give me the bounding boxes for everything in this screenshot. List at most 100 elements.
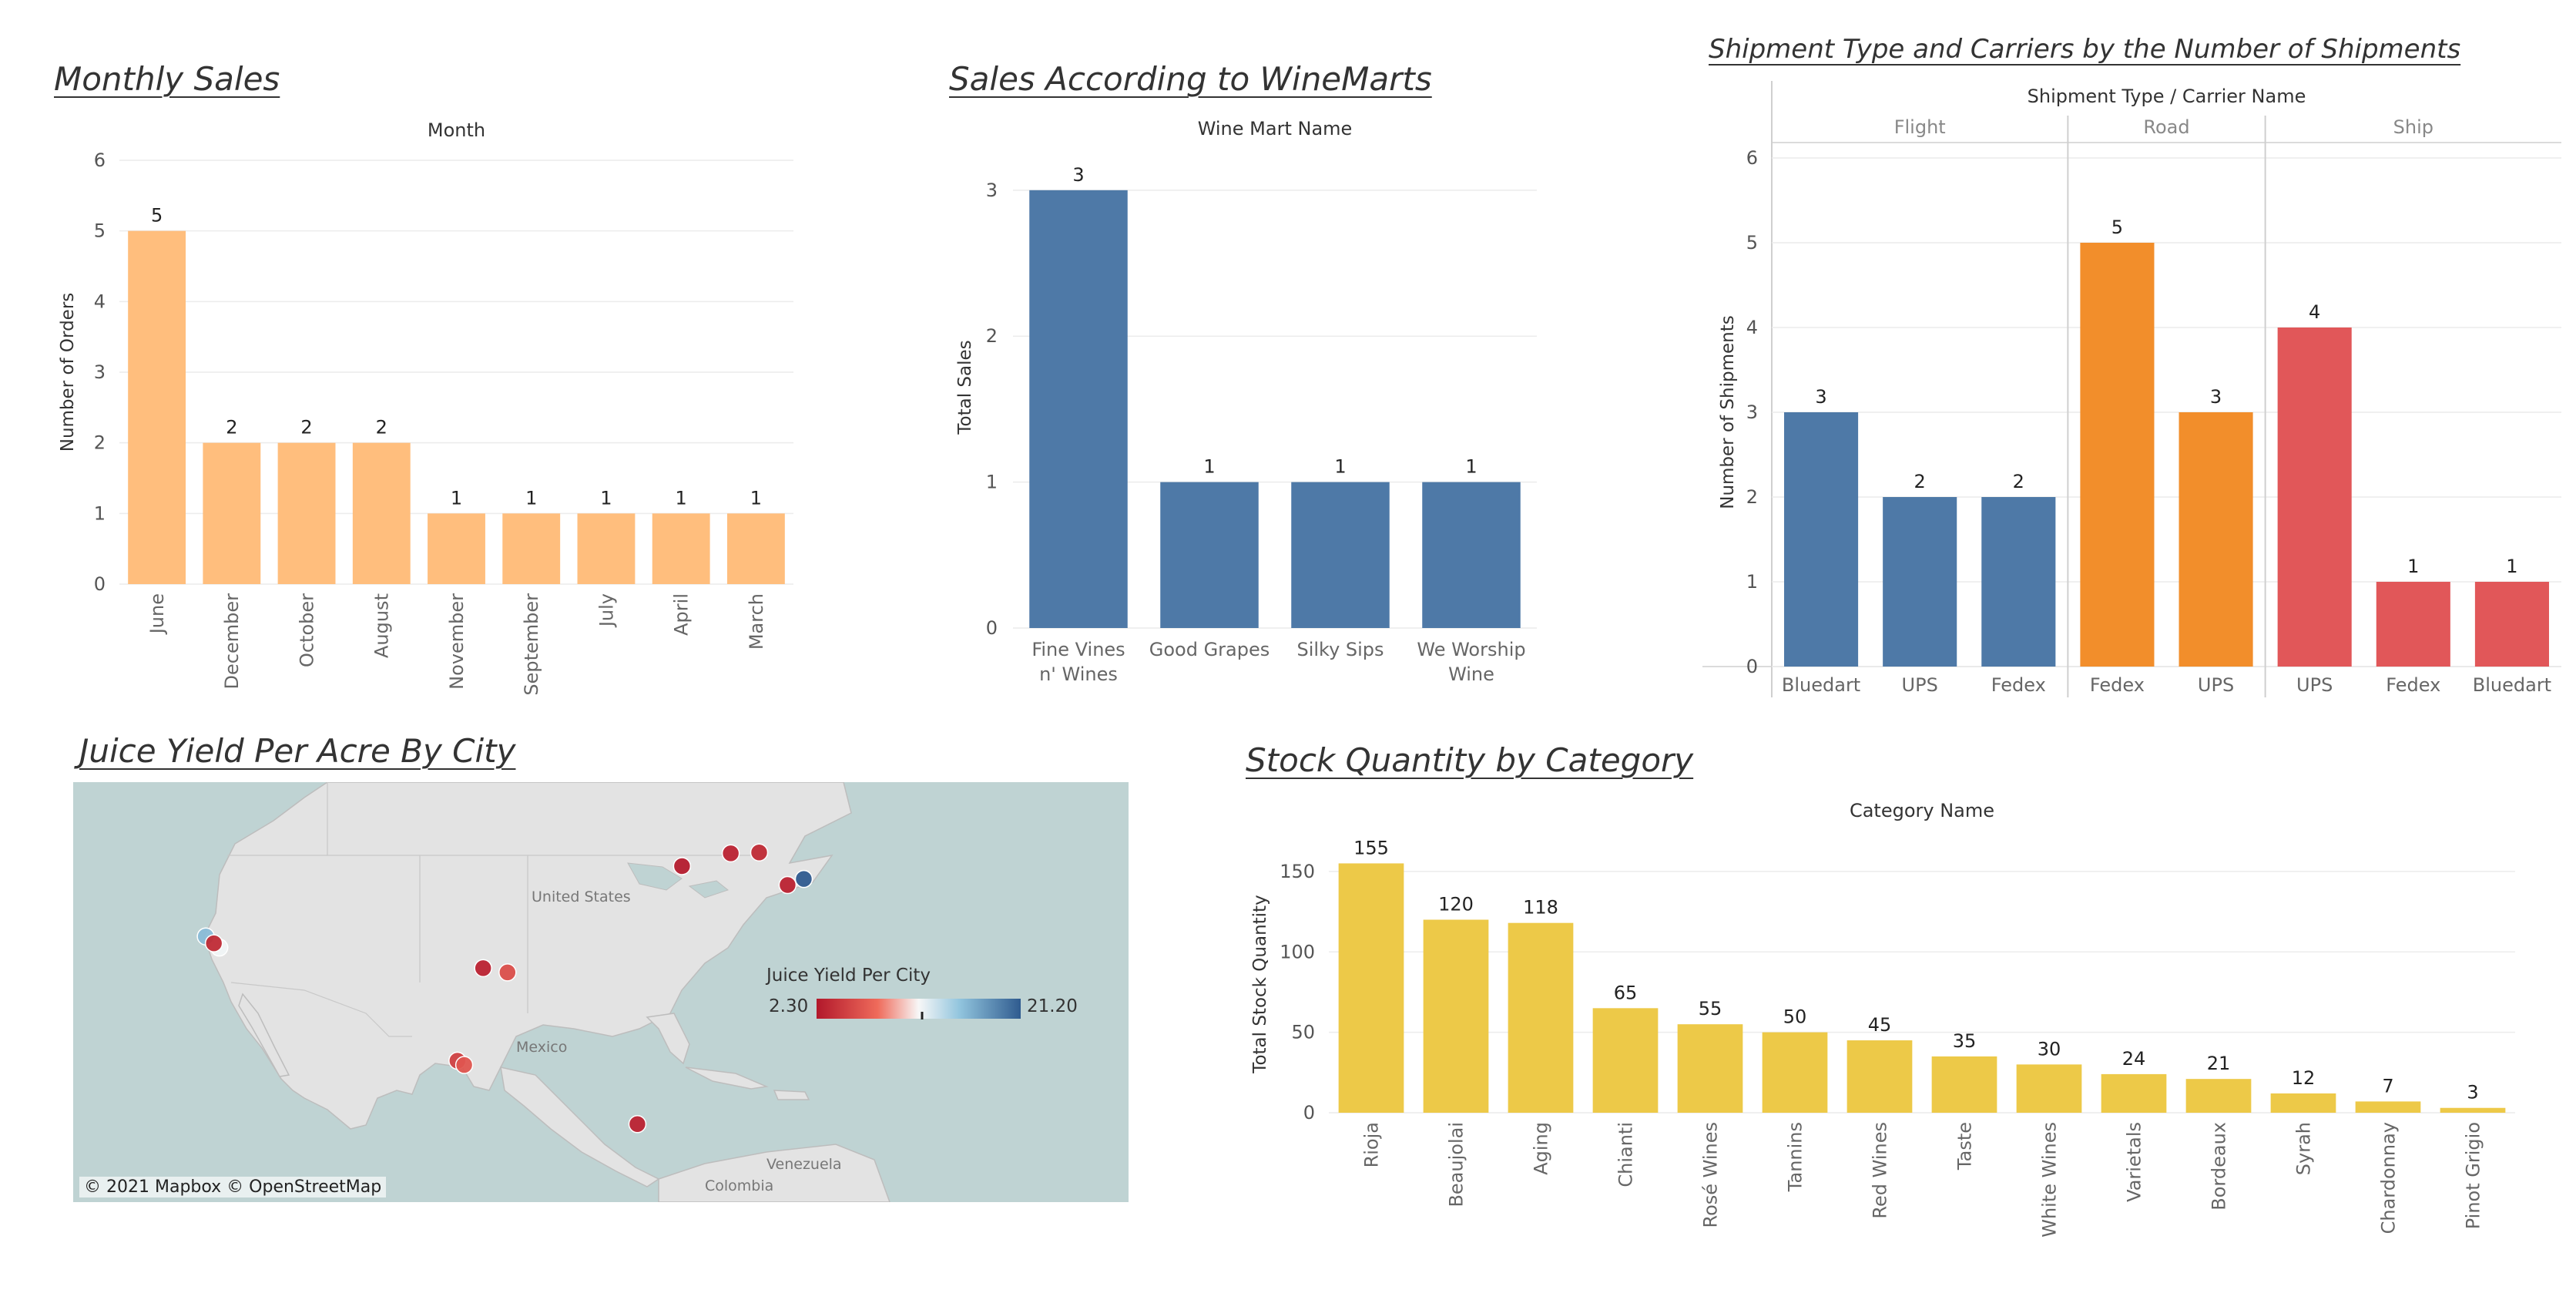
x-tick-label: Red Wines (1869, 1122, 1890, 1219)
city-point[interactable] (628, 1115, 647, 1134)
city-point[interactable] (673, 857, 692, 875)
x-tick-label: August (371, 593, 393, 658)
group-header: Road (2143, 116, 2189, 138)
bar[interactable] (1677, 1024, 1743, 1113)
city-point[interactable] (721, 844, 740, 863)
map-canvas: United States Mexico Venezuela Colombia … (196, 782, 1078, 1202)
winemarts-title: Sales According to WineMarts (949, 60, 1432, 98)
x-tick-label: Silky Sips (1296, 639, 1384, 660)
city-point[interactable] (778, 875, 797, 895)
bar[interactable] (2376, 582, 2450, 667)
bar[interactable] (1981, 497, 2056, 667)
data-label: 5 (151, 205, 163, 227)
column-header: Category Name (1850, 800, 1994, 821)
bar[interactable] (2474, 582, 2549, 667)
bar[interactable] (1338, 863, 1404, 1113)
bar[interactable] (277, 442, 336, 584)
bar[interactable] (128, 230, 186, 584)
data-label: 2 (300, 417, 312, 438)
city-point[interactable] (750, 843, 769, 862)
bar[interactable] (1762, 1032, 1828, 1113)
bar[interactable] (1160, 482, 1259, 628)
data-label: 30 (2038, 1038, 2061, 1060)
bar[interactable] (428, 513, 485, 584)
map-points (196, 843, 813, 1134)
y-tick-label: 0 (1303, 1102, 1315, 1124)
bar[interactable] (2185, 1079, 2252, 1113)
x-tick-label: Tannins (1784, 1122, 1806, 1192)
x-tick-label: Bluedart (1782, 674, 1860, 696)
city-point[interactable] (794, 869, 813, 888)
y-tick-label: 6 (94, 149, 106, 171)
y-tick-label: 6 (1746, 147, 1758, 169)
monthly-sales-title: Monthly Sales (54, 60, 280, 98)
x-tick-label: Taste (1954, 1122, 1975, 1171)
column-header: Wine Mart Name (1198, 118, 1353, 139)
x-tick-label: October (296, 593, 317, 667)
bar[interactable] (1029, 190, 1128, 628)
data-label: 2 (376, 417, 387, 438)
bar[interactable] (1422, 482, 1521, 628)
city-point[interactable] (204, 934, 223, 952)
bar[interactable] (352, 442, 411, 584)
x-tick-label: Chardonnay (2377, 1122, 2399, 1234)
shipment-title: Shipment Type and Carriers by the Number… (1709, 34, 2461, 65)
city-point[interactable] (454, 1056, 474, 1074)
bar[interactable] (1592, 1008, 1659, 1113)
bar[interactable] (1883, 497, 1957, 667)
x-tick-label: Rioja (1360, 1122, 1382, 1167)
data-label: 1 (676, 487, 687, 509)
x-tick-label: Beaujolai (1445, 1122, 1467, 1208)
bar[interactable] (577, 513, 636, 584)
bar[interactable] (726, 513, 785, 584)
bar[interactable] (2440, 1107, 2506, 1113)
juice-yield-map[interactable]: United States Mexico Venezuela Colombia … (73, 782, 1129, 1202)
bar[interactable] (2179, 412, 2253, 667)
bar[interactable] (502, 513, 561, 584)
y-axis-label: Number of Shipments (1718, 315, 1738, 509)
bar[interactable] (2101, 1073, 2167, 1113)
y-tick-label: 5 (94, 220, 106, 242)
y-tick-label: 4 (1746, 317, 1758, 338)
map-attribution: © 2021 Mapbox © OpenStreetMap (79, 1177, 387, 1197)
y-axis-label: Number of Orders (58, 293, 78, 452)
bar[interactable] (203, 442, 261, 584)
bar[interactable] (2355, 1101, 2421, 1113)
city-point[interactable] (474, 959, 492, 978)
bar[interactable] (2277, 328, 2352, 667)
bar[interactable] (2080, 243, 2155, 667)
bar[interactable] (1846, 1040, 1913, 1113)
y-tick-label: 3 (1746, 401, 1758, 423)
y-tick-label: 1 (94, 502, 106, 524)
legend-title: Juice Yield Per City (765, 966, 931, 986)
x-tick-label: UPS (2296, 674, 2333, 696)
x-tick-label: June (146, 593, 168, 635)
bar[interactable] (2270, 1093, 2336, 1113)
y-tick-label: 0 (1746, 656, 1758, 677)
data-label: 1 (2506, 556, 2517, 577)
bar[interactable] (1423, 919, 1489, 1114)
data-label: 5 (2111, 217, 2123, 238)
x-tick-label: July (595, 593, 617, 628)
bar[interactable] (1291, 482, 1390, 628)
data-label: 1 (600, 487, 612, 509)
x-tick-label: White Wines (2038, 1122, 2060, 1238)
city-point[interactable] (498, 963, 517, 982)
border-lines (227, 782, 751, 1037)
map-label-us: United States (532, 888, 631, 905)
data-label: 118 (1523, 897, 1558, 919)
bar[interactable] (1784, 412, 1859, 667)
bar[interactable] (2016, 1064, 2082, 1113)
legend-max: 21.20 (1027, 996, 1078, 1016)
y-tick-label: 50 (1291, 1022, 1315, 1043)
bar[interactable] (1508, 922, 1574, 1113)
y-axis-label: Total Stock Quantity (1250, 895, 1270, 1073)
bar[interactable] (652, 513, 710, 584)
x-tick-label: Fedex (2386, 674, 2440, 696)
group-header: Ship (2393, 116, 2433, 138)
data-label: 1 (750, 487, 762, 509)
bar[interactable] (1931, 1056, 1997, 1113)
data-label: 3 (1815, 386, 1826, 408)
